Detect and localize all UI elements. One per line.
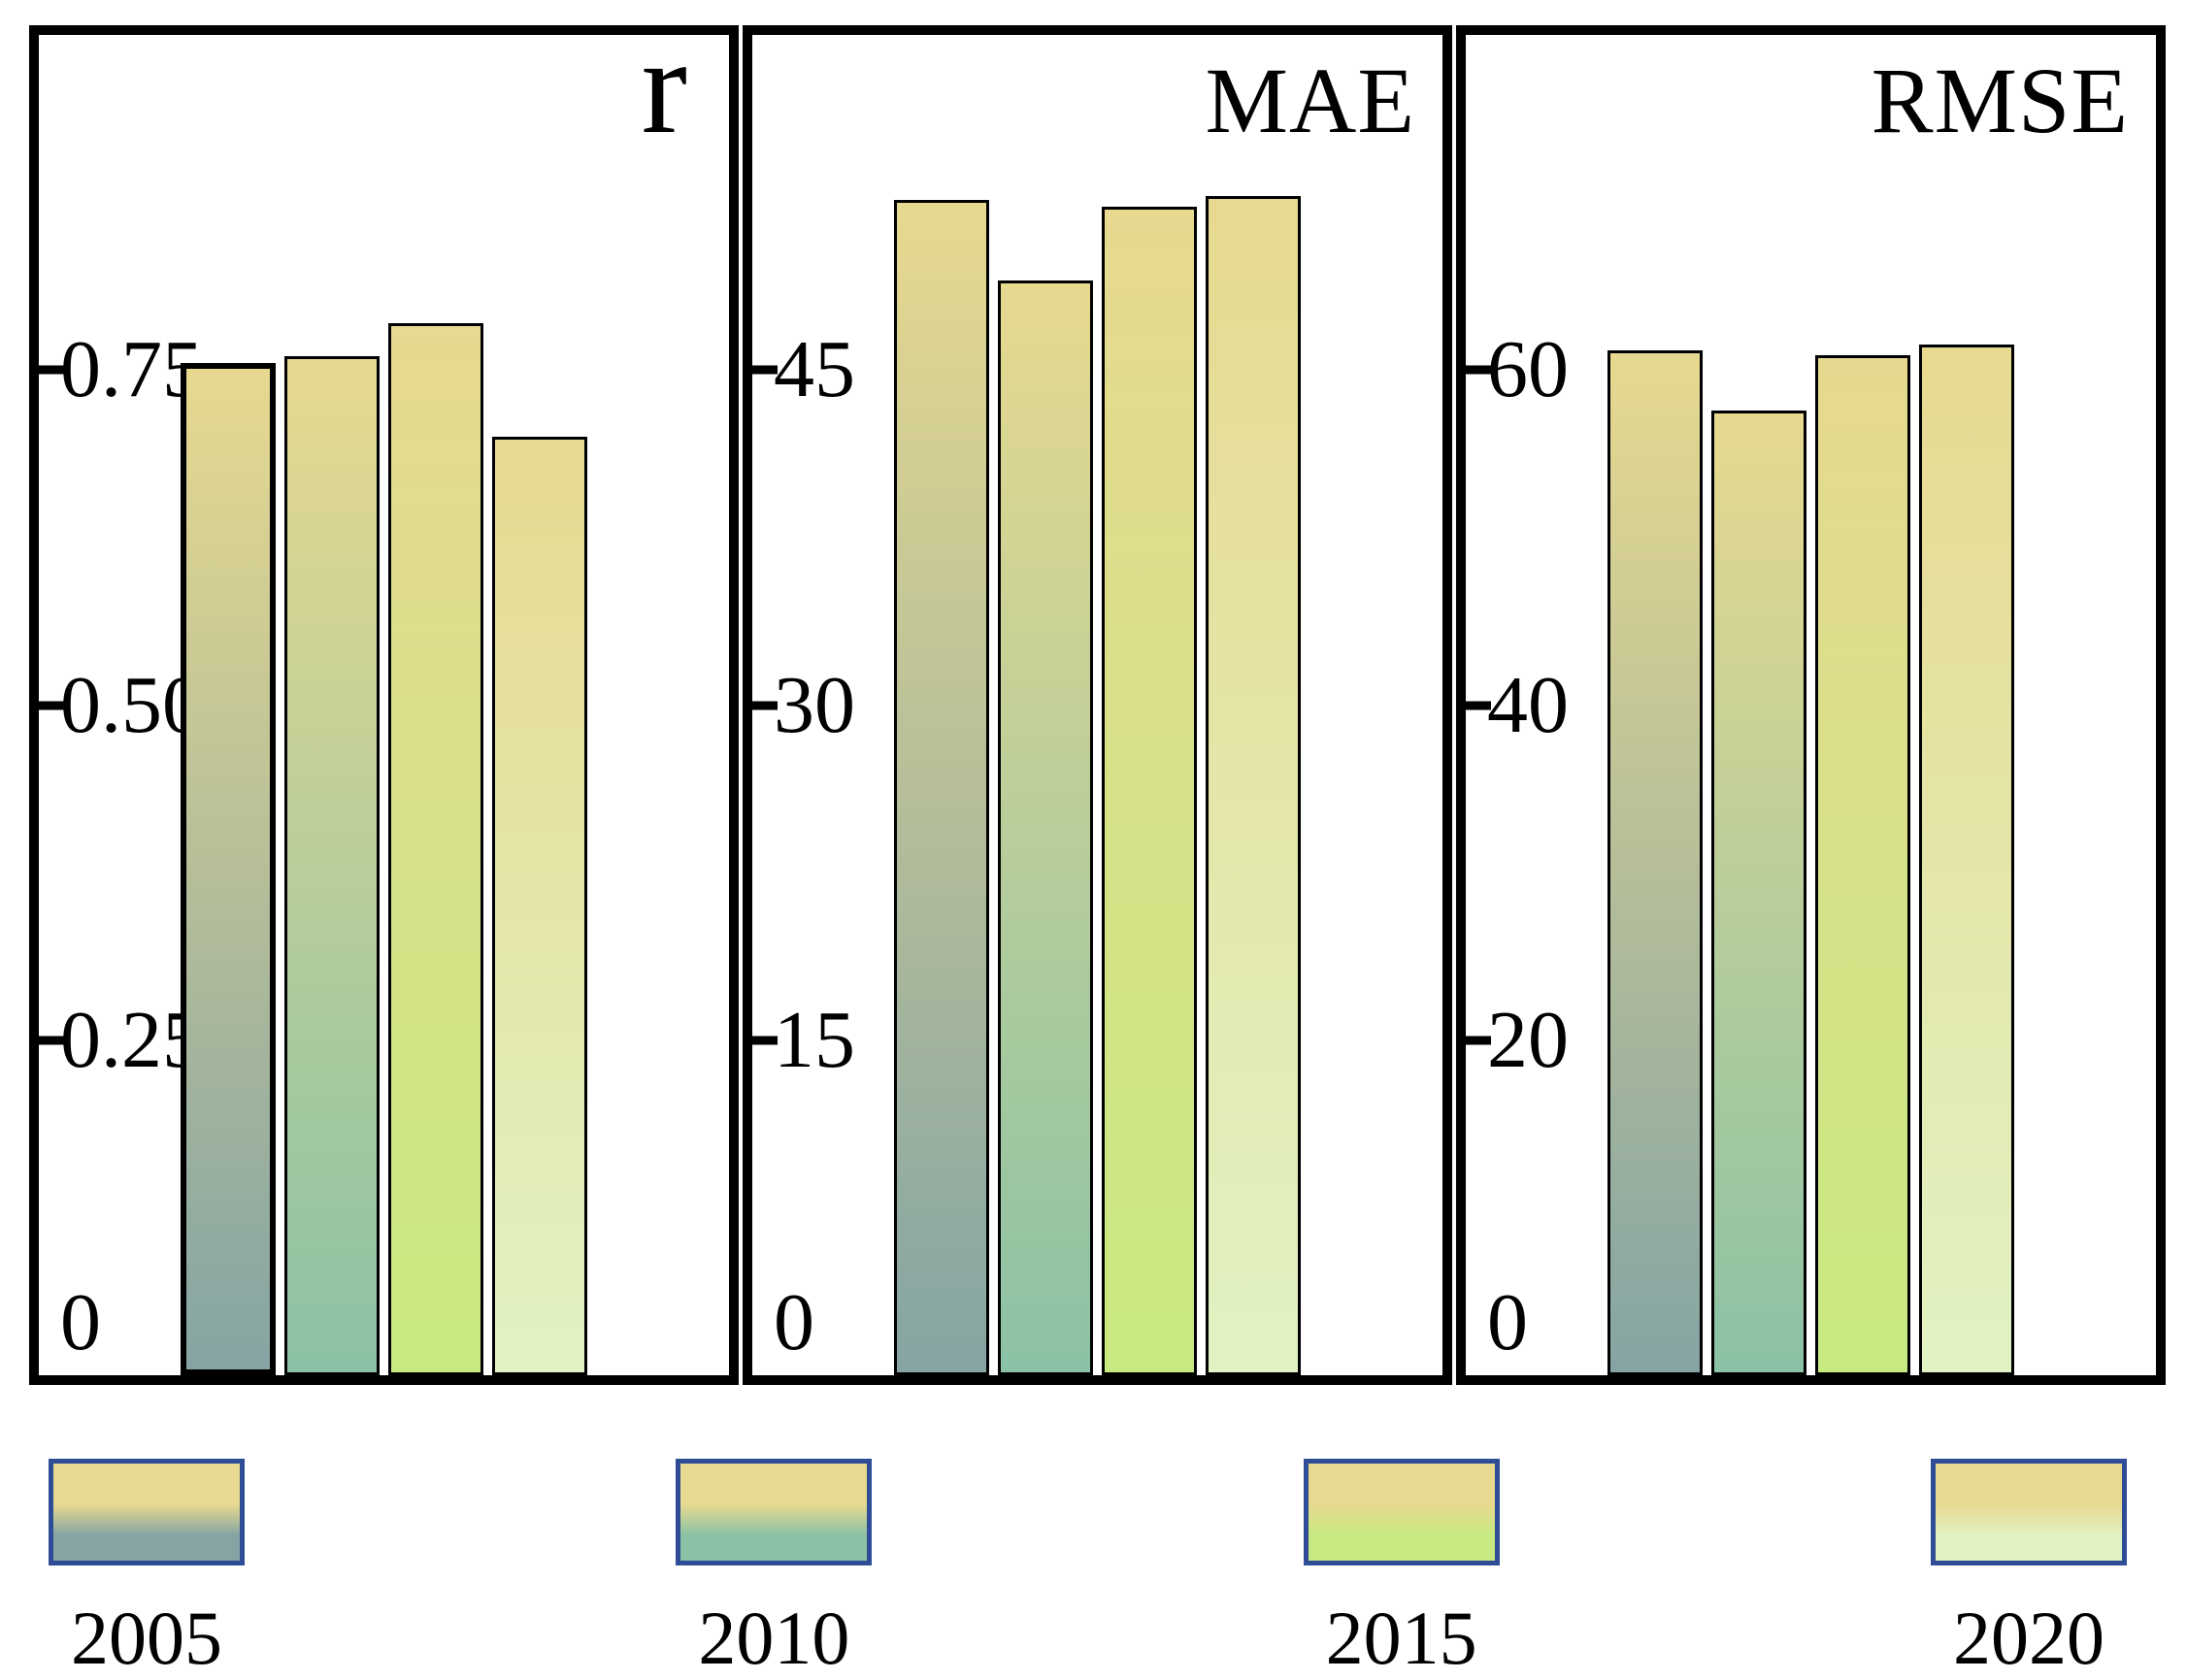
y-tick-label-r-0.75: 0.75 xyxy=(60,324,203,415)
y-tick-label-mae-0: 0 xyxy=(774,1277,814,1367)
bars-group-mae xyxy=(752,35,1442,1375)
bar-r-2020 xyxy=(492,437,587,1375)
legend-item-2010: 2010 xyxy=(676,1459,873,1680)
bars-group-rmse xyxy=(1466,35,2156,1375)
y-tick-mark-r-0.75 xyxy=(39,365,64,375)
y-tick-label-mae-15: 15 xyxy=(774,994,855,1085)
bar-r-2015 xyxy=(388,322,483,1375)
y-tick-mark-rmse-40 xyxy=(1466,701,1491,709)
bar-mae-2005 xyxy=(894,200,989,1375)
bar-mae-2020 xyxy=(1206,195,1301,1375)
y-tick-label-mae-30: 30 xyxy=(774,659,855,750)
bar-mae-2010 xyxy=(998,280,1093,1375)
y-tick-label-rmse-40: 40 xyxy=(1487,659,1569,750)
panel-mae: MAE 45 30 15 0 xyxy=(743,25,1452,1385)
legend-swatch-2015 xyxy=(1303,1459,1500,1565)
y-tick-label-r-0: 0 xyxy=(60,1277,101,1367)
legend-item-2015: 2015 xyxy=(1303,1459,1500,1680)
bar-rmse-2010 xyxy=(1711,410,1806,1375)
panel-rmse: RMSE 60 40 20 0 xyxy=(1456,25,2166,1385)
bar-rmse-2015 xyxy=(1815,354,1910,1375)
y-tick-label-rmse-20: 20 xyxy=(1487,994,1569,1085)
legend-label-2020: 2020 xyxy=(1952,1596,2104,1680)
y-tick-label-mae-45: 45 xyxy=(774,324,855,415)
bars-group-r xyxy=(39,35,729,1375)
legend-label-2005: 2005 xyxy=(71,1596,222,1680)
legend-item-2005: 2005 xyxy=(49,1459,245,1676)
bar-r-2010 xyxy=(284,356,380,1375)
legend-label-2010: 2010 xyxy=(698,1596,850,1680)
y-tick-mark-mae-45 xyxy=(752,365,778,375)
bar-rmse-2020 xyxy=(1919,345,2014,1375)
legend-item-2020: 2020 xyxy=(1930,1459,2127,1680)
bar-mae-2015 xyxy=(1102,207,1197,1375)
y-tick-mark-mae-30 xyxy=(752,701,778,709)
y-tick-mark-rmse-60 xyxy=(1466,365,1491,375)
y-tick-label-rmse-60: 60 xyxy=(1487,324,1569,415)
panels-row: r 0.75 0.50 0.25 0 MAE 45 30 15 0 RMSE 60 40 20 0 xyxy=(29,9,2166,1385)
y-tick-mark-mae-15 xyxy=(752,1036,778,1045)
bar-r-2005 xyxy=(181,363,276,1375)
legend-swatch-2010 xyxy=(676,1459,873,1565)
y-tick-label-r-0.25: 0.25 xyxy=(60,994,203,1085)
panel-title-rmse: RMSE xyxy=(1871,49,2129,152)
y-tick-mark-r-0.25 xyxy=(39,1036,64,1045)
panel-title-mae: MAE xyxy=(1205,49,1415,152)
y-tick-mark-rmse-20 xyxy=(1466,1036,1491,1045)
legend-swatch-2005 xyxy=(49,1459,245,1565)
y-tick-mark-r-0.50 xyxy=(39,701,64,709)
panel-r: r 0.75 0.50 0.25 0 xyxy=(29,9,739,1385)
bar-rmse-2005 xyxy=(1607,349,1703,1375)
y-tick-label-r-0.50: 0.50 xyxy=(60,659,203,750)
panel-title-r: r xyxy=(641,9,688,162)
legend-label-2015: 2015 xyxy=(1325,1596,1477,1680)
legend-row: 2005 2010 2015 2020 xyxy=(49,1459,2127,1676)
legend-swatch-2020 xyxy=(1930,1459,2127,1565)
y-tick-label-rmse-0: 0 xyxy=(1487,1277,1528,1367)
